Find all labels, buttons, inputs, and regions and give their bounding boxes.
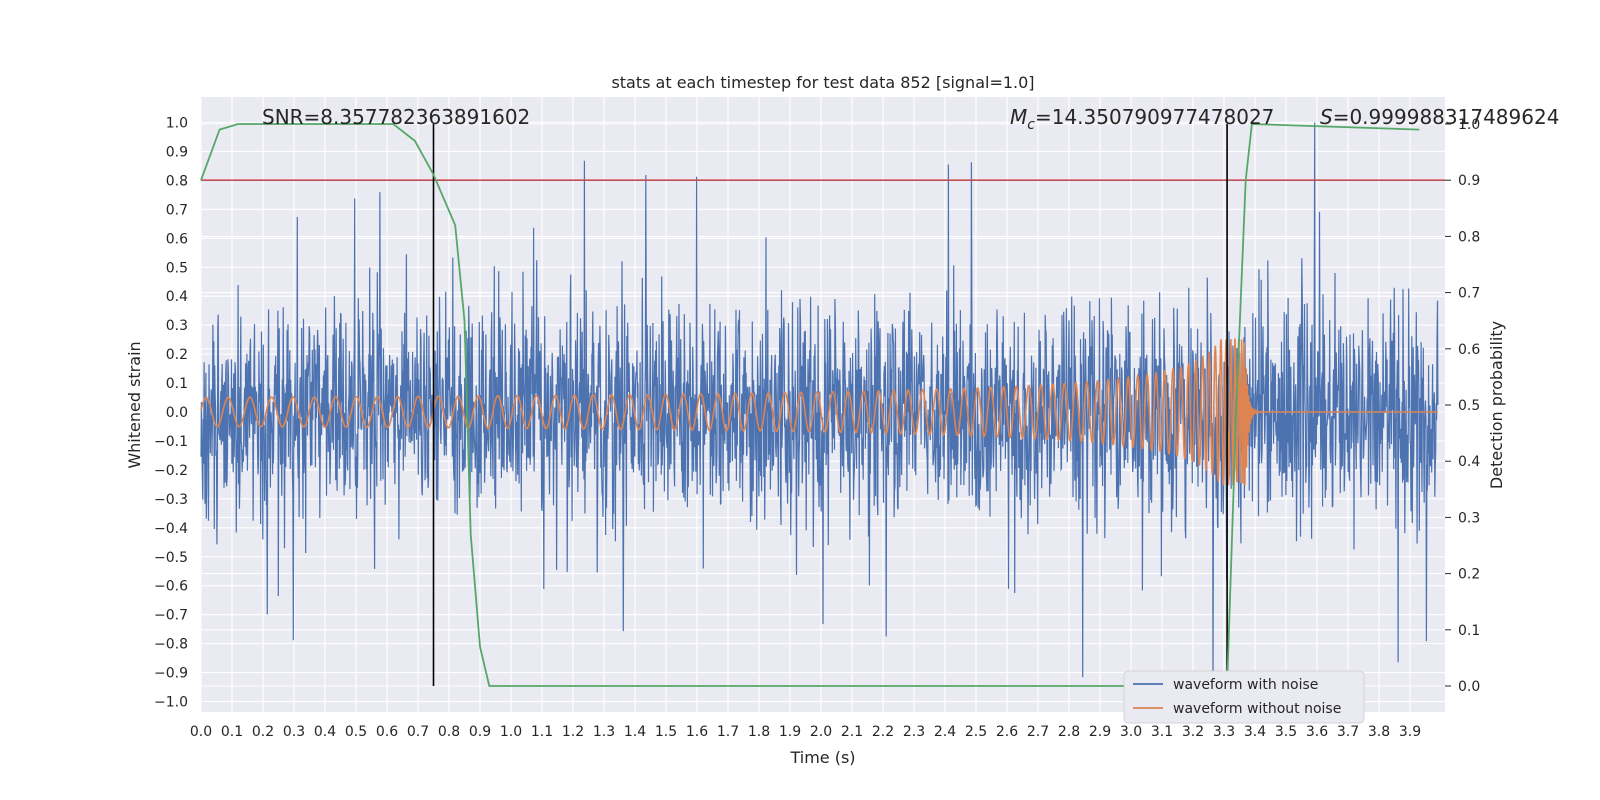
y-right-axis-label: Detection probability <box>1487 321 1506 489</box>
x-tick-label: 2.0 <box>810 724 832 740</box>
y-right-tick-label: 0.5 <box>1458 398 1480 414</box>
y-right-tick-label: 1.0 <box>1458 117 1480 133</box>
mc-annotation: Mc=14.350790977478027 <box>1010 105 1274 133</box>
detection-probability-line <box>200 123 1420 687</box>
x-tick-label: 1.3 <box>593 724 615 740</box>
chart-overlays <box>200 123 1445 687</box>
mc-symbol: M <box>1010 105 1027 129</box>
y-tick-label: −0.7 <box>154 608 188 624</box>
y-tick-label: 0.5 <box>166 260 188 276</box>
x-tick-label: 0.6 <box>376 724 398 740</box>
y-right-tick-label: 0.7 <box>1458 286 1480 302</box>
y-tick-label: 0.6 <box>166 231 188 247</box>
legend-box <box>1123 670 1365 724</box>
x-tick-label: 3.6 <box>1306 724 1328 740</box>
y-tick-label: 0.2 <box>166 347 188 363</box>
y-tick-label: −0.5 <box>154 550 188 566</box>
x-tick-label: 3.5 <box>1275 724 1297 740</box>
x-tick-label: 3.4 <box>1244 724 1266 740</box>
y-tick-label: −0.9 <box>154 666 188 682</box>
y-axis-label: Whitened strain <box>125 341 144 468</box>
x-tick-label: 2.1 <box>841 724 863 740</box>
axis-ticks: 0.0 0.1 0.2 0.3 0.4 0.5 0.6 0.7 0.8 0.9 1.0 1.1 1.2 1… <box>154 116 1480 741</box>
x-tick-label: 1.9 <box>779 724 801 740</box>
x-tick-label: 0.5 <box>345 724 367 740</box>
y-tick-label: −0.2 <box>154 463 188 479</box>
y-tick-label: 0.8 <box>166 173 188 189</box>
y-tick-label: −0.1 <box>154 434 188 450</box>
y-tick-label: −0.8 <box>154 637 188 653</box>
legend-label-clean: waveform without noise <box>1173 701 1341 717</box>
x-tick-label: 2.5 <box>965 724 987 740</box>
x-tick-label: 0.2 <box>252 724 274 740</box>
x-tick-label: 1.7 <box>717 724 739 740</box>
x-tick-label: 3.3 <box>1213 724 1235 740</box>
s-symbol: S <box>1320 105 1333 129</box>
x-tick-label: 2.7 <box>1027 724 1049 740</box>
y-right-tick-label: 0.1 <box>1458 623 1480 639</box>
snr-annotation: SNR=8.357782363891602 <box>262 105 530 129</box>
y-tick-label: 1.0 <box>166 116 188 132</box>
x-tick-label: 0.4 <box>314 724 336 740</box>
x-tick-label: 1.0 <box>500 724 522 740</box>
y-right-tick-label: 0.3 <box>1458 510 1480 526</box>
y-tick-label: 0.4 <box>166 289 188 305</box>
x-tick-label: 1.1 <box>531 724 553 740</box>
x-tick-label: 2.6 <box>996 724 1018 740</box>
legend: waveform with noise waveform without noi… <box>1123 670 1365 724</box>
x-tick-label: 3.2 <box>1182 724 1204 740</box>
y-tick-label: 0.9 <box>166 144 188 160</box>
x-tick-label: 3.8 <box>1368 724 1390 740</box>
x-tick-label: 2.4 <box>934 724 956 740</box>
x-tick-label: 0.0 <box>190 724 212 740</box>
x-tick-label: 0.9 <box>469 724 491 740</box>
y-tick-label: −0.4 <box>154 521 188 537</box>
y-tick-label: 0.0 <box>166 405 188 421</box>
x-tick-label: 2.8 <box>1058 724 1080 740</box>
series-waveform-without-noise <box>200 338 1438 486</box>
x-tick-label: 3.7 <box>1337 724 1359 740</box>
x-tick-label: 3.0 <box>1120 724 1142 740</box>
x-tick-label: 1.5 <box>655 724 677 740</box>
y-tick-label: −0.6 <box>154 579 188 595</box>
x-tick-label: 1.2 <box>562 724 584 740</box>
s-annotation: S=0.999988317489624 <box>1320 105 1559 129</box>
x-tick-label: 1.8 <box>748 724 770 740</box>
y-tick-label: 0.3 <box>166 318 188 334</box>
x-tick-label: 2.2 <box>872 724 894 740</box>
x-tick-label: 2.3 <box>903 724 925 740</box>
x-axis-label: Time (s) <box>789 748 855 767</box>
x-tick-label: 2.9 <box>1089 724 1111 740</box>
mc-subscript: c <box>1027 117 1035 133</box>
x-tick-label: 3.1 <box>1151 724 1173 740</box>
y-right-tick-label: 0.8 <box>1458 229 1480 245</box>
x-tick-label: 0.1 <box>221 724 243 740</box>
y-right-tick-label: 0.0 <box>1458 679 1480 695</box>
y-right-tick-label: 0.6 <box>1458 342 1480 358</box>
chirp-line <box>200 338 1438 486</box>
x-tick-label: 3.9 <box>1399 724 1421 740</box>
x-tick-label: 0.7 <box>407 724 429 740</box>
x-tick-label: 1.6 <box>686 724 708 740</box>
chart-title: stats at each timestep for test data 852… <box>611 73 1034 92</box>
mc-value: =14.350790977478027 <box>1035 105 1274 129</box>
y-right-tick-label: 0.9 <box>1458 173 1480 189</box>
y-tick-label: −0.3 <box>154 492 188 508</box>
y-tick-label: 0.1 <box>166 376 188 392</box>
y-tick-label: 0.7 <box>166 202 188 218</box>
x-tick-label: 0.3 <box>283 724 305 740</box>
s-value: =0.999988317489624 <box>1333 105 1560 129</box>
y-right-tick-label: 0.2 <box>1458 567 1480 583</box>
y-tick-label: −1.0 <box>154 695 188 711</box>
x-tick-label: 1.4 <box>624 724 646 740</box>
x-tick-label: 0.8 <box>438 724 460 740</box>
y-right-tick-label: 0.4 <box>1458 454 1480 470</box>
legend-label-noise: waveform with noise <box>1173 677 1318 693</box>
